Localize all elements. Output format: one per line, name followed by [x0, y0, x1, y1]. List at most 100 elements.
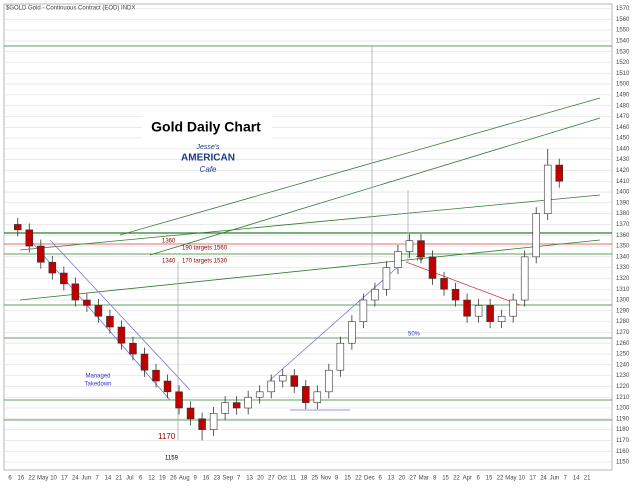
candle-body — [209, 413, 218, 430]
x-tick-label: 24 — [72, 476, 79, 482]
candle-body — [244, 396, 252, 409]
y-tick-label: 1390 — [616, 200, 630, 206]
candle-body — [313, 391, 322, 403]
y-tick-label: 1350 — [616, 244, 630, 250]
candle-body — [555, 164, 563, 182]
candle-body — [106, 315, 114, 328]
candle-body — [463, 299, 471, 317]
annotation: 1159 — [165, 456, 179, 462]
x-tick-label: Jun — [550, 476, 560, 482]
annotation: 1360 — [162, 239, 176, 245]
y-tick-label: 1360 — [616, 233, 630, 239]
x-tick-label: 6 — [139, 476, 143, 482]
x-tick-label: 11 — [290, 476, 297, 482]
x-tick-label: Dec — [364, 476, 375, 482]
annotation: Managed — [85, 374, 110, 380]
y-tick-label: 1410 — [616, 179, 630, 185]
candle-body — [532, 213, 540, 258]
candle-body — [255, 391, 264, 398]
y-tick-label: 1510 — [616, 71, 630, 77]
annotation: 1170 — [158, 432, 176, 441]
candle-body — [83, 299, 91, 306]
y-tick-label: 1550 — [616, 28, 630, 34]
y-tick-label: 1290 — [616, 308, 630, 314]
x-tick-label: 22 — [28, 476, 35, 482]
annotation: Takedown — [84, 382, 111, 388]
y-tick-label: 1460 — [616, 125, 630, 131]
y-tick-label: 1320 — [616, 276, 630, 282]
y-tick-label: 1420 — [616, 168, 630, 174]
y-tick-label: 1230 — [616, 373, 630, 379]
x-tick-label: 22 — [355, 476, 362, 482]
candle-body — [417, 240, 425, 258]
x-tick-label: 17 — [61, 476, 68, 482]
candle-body — [71, 283, 80, 301]
y-tick-label: 1530 — [616, 49, 630, 55]
x-tick-label: 16 — [203, 476, 210, 482]
y-tick-label: 1380 — [616, 211, 630, 217]
x-tick-label: Sep — [222, 476, 233, 482]
x-tick-label: 7 — [237, 476, 241, 482]
x-tick-label: 26 — [170, 476, 177, 482]
x-tick-label: 27 — [268, 476, 275, 482]
x-tick-label: 15 — [344, 476, 351, 482]
y-tick-label: 1300 — [616, 298, 630, 304]
candle-body — [509, 299, 517, 317]
y-tick-label: 1280 — [616, 319, 630, 325]
y-tick-label: 1180 — [616, 427, 630, 433]
y-tick-label: 1210 — [616, 395, 630, 401]
candle-body — [440, 278, 448, 290]
x-tick-label: 21 — [584, 476, 591, 482]
y-tick-label: 1260 — [616, 341, 630, 347]
x-tick-label: 20 — [257, 476, 264, 482]
candle-body — [267, 380, 275, 393]
y-tick-label: 1150 — [616, 460, 630, 466]
candle-body — [117, 326, 126, 344]
x-tick-label: Aug — [179, 476, 190, 482]
candle-body — [221, 402, 229, 414]
candle-body — [25, 229, 34, 247]
y-tick-label: 1430 — [616, 157, 630, 163]
candle-body — [163, 380, 172, 393]
candle-body — [290, 375, 299, 387]
x-tick-label: 15 — [442, 476, 449, 482]
candle-body — [394, 251, 402, 268]
x-tick-label: 7 — [564, 476, 568, 482]
y-tick-label: 1170 — [616, 438, 630, 444]
x-tick-label: 17 — [529, 476, 536, 482]
y-tick-label: 1440 — [616, 146, 630, 152]
candle-body — [140, 353, 149, 371]
candle-body — [175, 391, 183, 409]
x-tick-label: Jul — [126, 476, 134, 482]
candle-body — [198, 418, 206, 430]
candle-body — [278, 375, 287, 382]
x-tick-label: 10 — [50, 476, 57, 482]
candle-body — [474, 305, 483, 317]
y-tick-label: 1200 — [616, 406, 630, 412]
candle-body — [359, 299, 368, 322]
y-tick-label: 1470 — [616, 114, 630, 120]
header: $GOLD Gold - Continuous Contract (EOD) I… — [6, 6, 135, 12]
logo-text: Cafe — [200, 165, 217, 174]
y-tick-label: 1450 — [616, 136, 630, 142]
candle-body — [451, 288, 460, 301]
candle-body — [94, 305, 103, 317]
y-tick-label: 1250 — [616, 352, 630, 358]
logo-text: Jesse's — [195, 144, 220, 151]
y-tick-label: 1490 — [616, 92, 630, 98]
y-tick-label: 1500 — [616, 82, 630, 88]
candle-body — [543, 164, 552, 214]
candle-body — [405, 240, 414, 252]
candle-body — [348, 321, 356, 344]
x-tick-label: 10 — [518, 476, 525, 482]
y-tick-label: 1370 — [616, 222, 630, 228]
chart-title: Gold Daily Chart — [151, 119, 261, 135]
x-tick-label: 22 — [497, 476, 504, 482]
y-tick-label: 1270 — [616, 330, 630, 336]
x-tick-label: 18 — [301, 476, 308, 482]
candle-body — [186, 407, 195, 420]
grid-layer — [4, 8, 612, 463]
candle-body — [152, 369, 160, 382]
candle-body — [14, 224, 22, 231]
